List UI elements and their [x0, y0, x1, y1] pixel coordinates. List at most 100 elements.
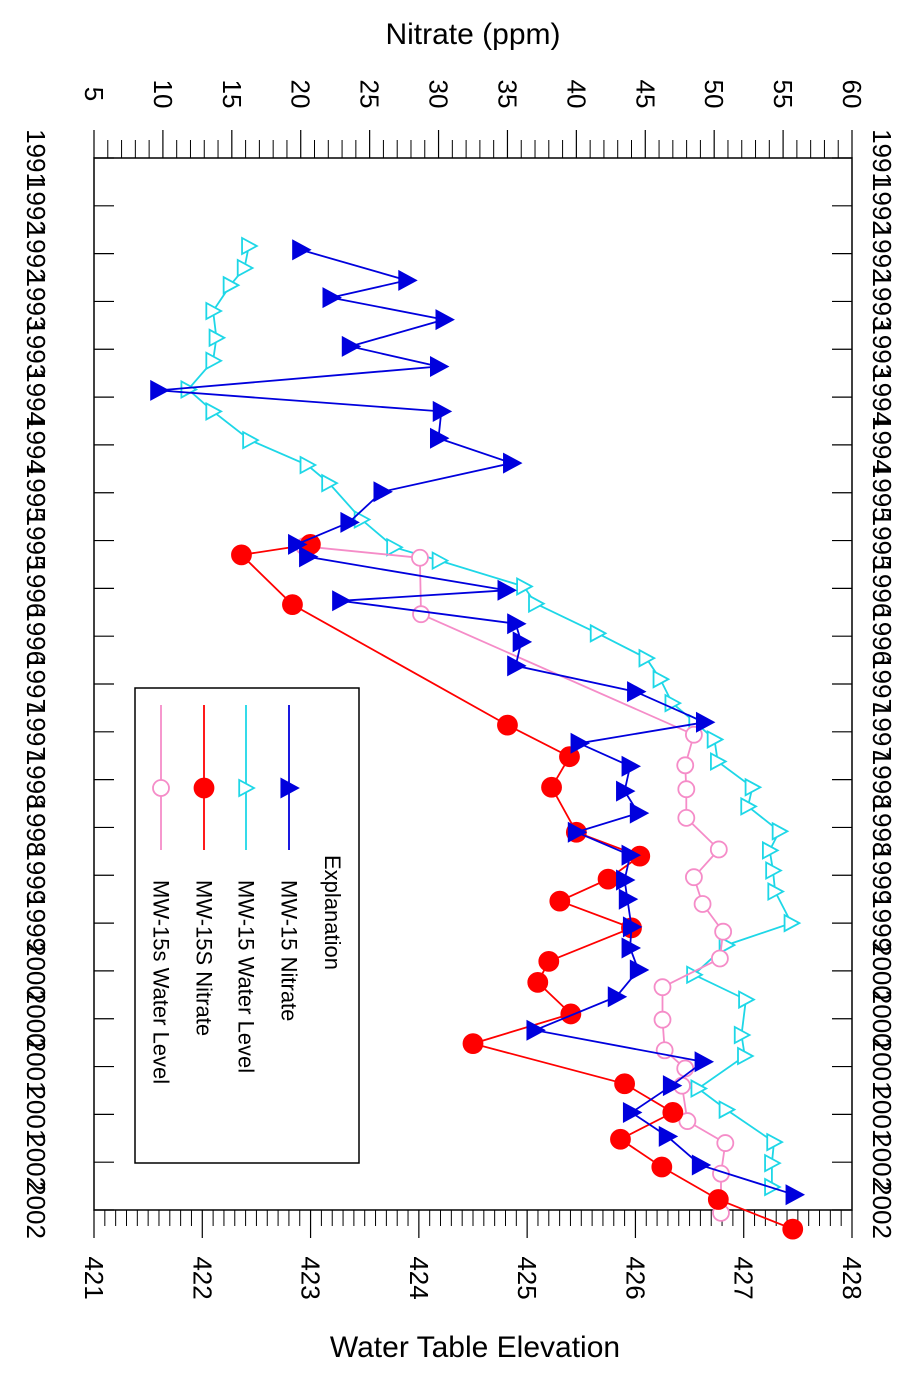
data-point [503, 452, 523, 474]
time-tick-label-left-group: 1995 [21, 464, 51, 522]
data-point [353, 509, 372, 530]
data-point [341, 335, 362, 357]
time-tick-label-right-group: 2000 [867, 942, 897, 1000]
time-tick-label-right: 1993 [867, 273, 897, 331]
time-tick-label-left: 1994 [21, 368, 51, 426]
time-tick-label-right-group: 1993 [867, 273, 897, 331]
nitrate-axis-title: Nitrate (ppm) [385, 18, 560, 51]
data-point [431, 551, 450, 571]
data-point [690, 1079, 709, 1099]
time-tick-label-left: 2001 [21, 1038, 51, 1096]
time-tick-label-left: 1999 [21, 846, 51, 904]
legend-label: MW-15S Nitrate [192, 880, 217, 1036]
time-tick-label-left-group: 1999 [21, 846, 51, 904]
data-point [653, 978, 672, 997]
data-point [652, 669, 671, 689]
data-point [710, 949, 729, 968]
legend: Explanation MW-15 Nitrate MW-15 Water Lev… [134, 687, 360, 1164]
time-tick-label-right-group: 1992 [867, 177, 897, 235]
data-point [373, 481, 393, 503]
series-2 [231, 533, 804, 1240]
elevation-tick-label: 425 [512, 1256, 542, 1299]
time-tick-label-left: 1998 [21, 799, 51, 857]
data-point [733, 1025, 752, 1045]
elevation-tick-label-group: 428 [837, 1256, 867, 1299]
nitrate-tick-label-group: 50 [699, 80, 729, 109]
data-point [740, 796, 758, 816]
time-tick-label-right-group: 2001 [867, 1085, 897, 1143]
nitrate-tick-label: 45 [630, 80, 660, 109]
data-point [685, 868, 703, 887]
data-point [340, 511, 360, 533]
data-point [766, 1132, 784, 1152]
data-point [709, 840, 728, 859]
time-tick-label-right: 1993 [867, 320, 897, 378]
elevation-tick-label: 423 [296, 1256, 326, 1299]
data-point [567, 821, 588, 843]
legend-label-group: MW-15s Water Level [149, 880, 174, 1084]
data-point [560, 1003, 582, 1025]
time-tick-label-left: 1999 [21, 894, 51, 952]
time-tick-label-right: 1999 [867, 894, 897, 952]
legend-marker [238, 778, 256, 798]
data-point [610, 1128, 631, 1150]
time-tick-label-right: 1997 [867, 703, 897, 761]
data-point [607, 986, 628, 1008]
time-tick-label-left: 1998 [21, 751, 51, 809]
elevation-tick-label: 427 [729, 1256, 759, 1299]
data-point [299, 455, 318, 475]
data-point [621, 844, 642, 866]
elevation-tick-label: 422 [187, 1256, 217, 1299]
data-point [616, 869, 636, 891]
data-point [658, 1125, 679, 1147]
time-tick-label-right-group: 2000 [867, 990, 897, 1048]
data-point [716, 1134, 735, 1152]
time-tick-label-right: 1992 [867, 225, 897, 283]
time-tick-label-right-group: 2001 [867, 1038, 897, 1096]
data-point [638, 648, 657, 668]
data-point [718, 935, 737, 955]
data-point [208, 328, 227, 348]
data-point [782, 1218, 804, 1240]
time-tick-label-right: 2002 [867, 1133, 897, 1191]
data-point [205, 301, 224, 321]
data-point [429, 427, 450, 449]
time-tick-label-left: 1997 [21, 655, 51, 713]
time-tick-label-left: 1995 [21, 464, 51, 522]
nitrate-tick-label: 55 [768, 80, 798, 109]
time-tick-label-left: 1993 [21, 320, 51, 378]
time-tick-label-right: 2002 [867, 1181, 897, 1239]
time-tick-label-right: 1996 [867, 559, 897, 617]
data-point [785, 1184, 806, 1206]
data-point [653, 1010, 672, 1029]
time-tick-label-right: 1994 [867, 368, 897, 426]
data-point [526, 1019, 546, 1041]
time-tick-label-right: 1999 [867, 846, 897, 904]
data-point [629, 959, 650, 981]
series-layer [150, 236, 806, 1240]
time-tick-label-left-group: 1992 [21, 177, 51, 235]
data-point [676, 1059, 695, 1078]
legend-label-group: MW-15 Nitrate [277, 880, 302, 1021]
data-point [767, 882, 786, 902]
time-tick-label-right-group: 1995 [867, 512, 897, 570]
data-point [662, 1102, 684, 1123]
data-point [512, 631, 533, 653]
data-point [718, 1100, 737, 1120]
nitrate-tick-label-group: 25 [355, 80, 385, 109]
nitrate-tick-label: 50 [699, 80, 729, 109]
time-tick-label-left-group: 2000 [21, 942, 51, 1000]
data-point [398, 269, 418, 291]
data-point [411, 548, 429, 567]
data-point [549, 890, 571, 912]
elevation-tick-label-group: 427 [729, 1256, 759, 1299]
time-tick-label-right-group: 1994 [867, 368, 897, 426]
data-point [386, 537, 404, 557]
time-tick-label-left: 1996 [21, 559, 51, 617]
data-point [691, 1154, 712, 1176]
data-point [288, 533, 308, 555]
data-point [242, 430, 260, 450]
elevation-tick-label-group: 423 [296, 1256, 326, 1299]
data-point [765, 860, 783, 881]
